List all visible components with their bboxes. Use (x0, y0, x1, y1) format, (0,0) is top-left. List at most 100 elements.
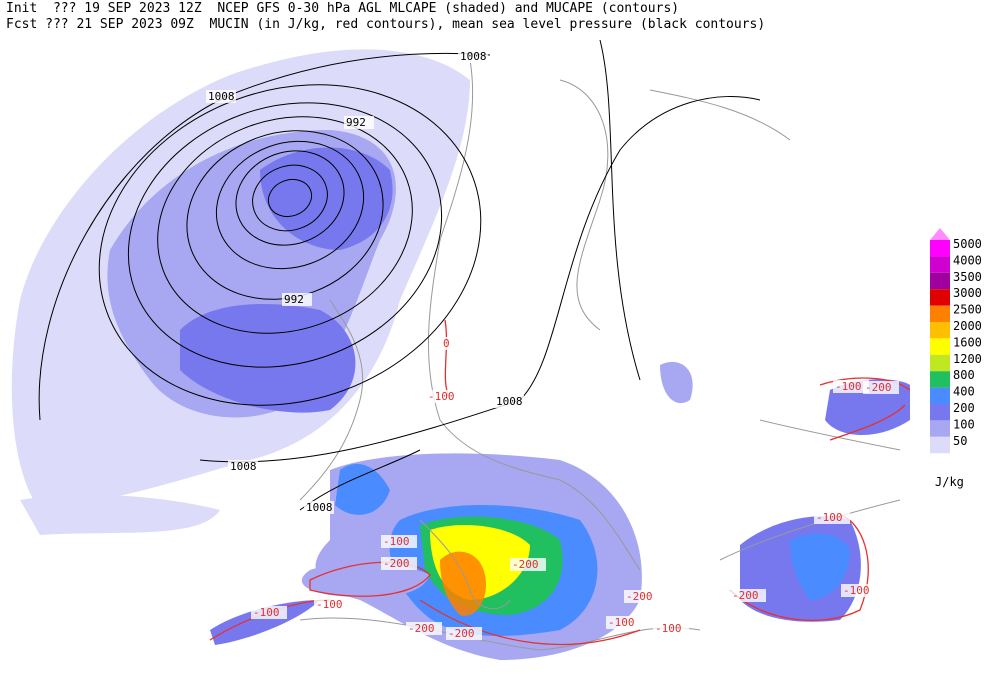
cin-label: -100 (316, 598, 343, 611)
pressure-label: 1008 (496, 395, 523, 408)
cape-shading-shape (790, 533, 850, 600)
label-bg (304, 501, 334, 514)
label-bg (446, 627, 482, 640)
colorbar-label: 2500 (953, 303, 982, 317)
coastline-shape (649, 89, 791, 141)
cin-label: -100 (816, 511, 843, 524)
pressure-label: 1008 (230, 460, 257, 473)
colorbar-box (930, 338, 950, 355)
pressure-label: 1008 (460, 50, 487, 63)
colorbar-label: 4000 (953, 253, 982, 267)
pressure-label: 992 (346, 116, 366, 129)
cin-contours-shape (729, 514, 869, 621)
pressure-label: 992 (284, 293, 304, 306)
header: Init ??? 19 SEP 2023 12Z NCEP GFS 0-30 h… (6, 1, 765, 32)
isobars-shape (199, 96, 761, 463)
label-bg (282, 293, 312, 306)
contour-labels: 1008 1008 992 992 1008 1008 1008 0 -100 -100 -200 -… (206, 50, 899, 640)
colorbar-label: 2000 (953, 319, 982, 333)
cin-label: -200 (512, 558, 539, 571)
label-bg (426, 390, 462, 403)
label-bg (653, 622, 689, 635)
colorbar-label: 100 (953, 417, 975, 431)
colorbar-box (930, 404, 950, 421)
label-bg (406, 622, 442, 635)
cin-label: -100 (428, 390, 455, 403)
colorbar-box (930, 256, 950, 273)
cin-contours-shape (309, 561, 431, 597)
isobars-shape (267, 178, 313, 218)
label-bg (441, 337, 453, 350)
isobars-shape (215, 140, 365, 270)
colorbar-label: 200 (953, 401, 975, 415)
cape-shading-shape (20, 494, 220, 535)
isobars (38, 39, 761, 511)
isobars-shape (157, 116, 413, 334)
isobars-shape (599, 39, 641, 381)
label-bg (314, 598, 350, 611)
cin-contours-shape (419, 599, 641, 646)
colorbar-label: 1600 (953, 335, 982, 349)
cape-shading-shape (210, 600, 320, 645)
colorbar-box (930, 420, 950, 437)
cin-label: -200 (383, 557, 410, 570)
label-bg (228, 460, 258, 473)
cin-label: -100 (655, 622, 682, 635)
cape-shading-shape (660, 361, 693, 404)
colorbar-box (930, 354, 950, 372)
label-bg (251, 606, 287, 619)
coastline-shape (299, 299, 364, 501)
pressure-label: 1008 (306, 501, 333, 514)
colorbar-label: 5000 (953, 237, 982, 251)
coastline-shape (719, 499, 901, 561)
colorbar-box (930, 387, 950, 404)
colorbar-box (930, 289, 950, 306)
colorbar-box (930, 305, 950, 322)
colorbar-extend (930, 228, 950, 240)
colorbar-label: 3500 (953, 270, 982, 284)
cin-label: 0 (443, 337, 450, 350)
coastline-shape (419, 519, 511, 610)
isobars-shape (235, 150, 345, 246)
cin-label: -100 (608, 616, 635, 629)
colorbar-unit: J/kg (935, 475, 964, 489)
label-bg (510, 558, 546, 571)
label-bg (344, 116, 374, 129)
isobars-shape (299, 449, 421, 511)
colorbar: 5000 4000 3500 3000 2500 2000 1600 1200 800 400 20… (930, 228, 982, 489)
cin-label: -200 (865, 381, 892, 394)
label-bg (863, 381, 899, 394)
coastline (299, 59, 901, 651)
cin-label: -200 (626, 590, 653, 603)
label-bg (458, 50, 488, 63)
label-bg (206, 90, 236, 103)
colorbar-box (930, 240, 950, 257)
cin-label: -100 (383, 535, 410, 548)
label-bg (624, 590, 660, 603)
colorbar-label: 800 (953, 368, 975, 382)
isobars-shape (252, 164, 328, 232)
pressure-label: 1008 (208, 90, 235, 103)
label-bg (730, 589, 766, 602)
cin-label: -200 (408, 622, 435, 635)
isobars-shape (127, 102, 443, 368)
colorbar-label: 1200 (953, 352, 982, 366)
cape-shading (11, 49, 910, 660)
cin-label: -100 (253, 606, 280, 619)
isobars-shape (38, 52, 491, 421)
isobars-shape (186, 130, 384, 300)
label-bg (381, 535, 417, 548)
coastline-shape (559, 79, 609, 331)
cin-label: -200 (732, 589, 759, 602)
colorbar-label: 50 (953, 434, 967, 448)
coastline-shape (299, 617, 701, 651)
label-bg (381, 557, 417, 570)
cin-label: -100 (843, 584, 870, 597)
label-bg (494, 395, 524, 408)
colorbar-label: 3000 (953, 286, 982, 300)
colorbar-box (930, 322, 950, 339)
cin-contours-shape (819, 377, 911, 441)
colorbar-label: 400 (953, 385, 975, 399)
